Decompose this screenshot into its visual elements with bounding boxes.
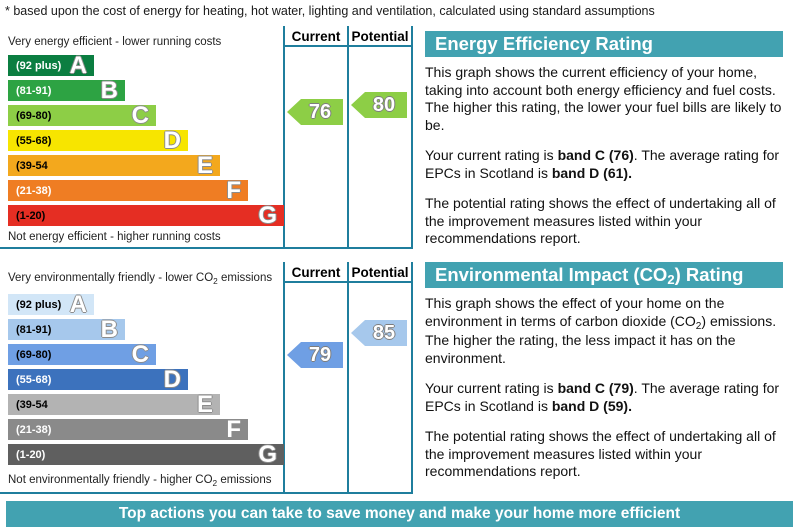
band-range-label: (81-91) — [16, 323, 52, 336]
band-range-label: (92 plus) — [16, 298, 62, 311]
co2-subscript: 2 — [213, 277, 218, 286]
band-d: (55-68) D — [8, 126, 188, 154]
band-g: (1-20) G — [8, 440, 284, 468]
energy-paragraph-1: This graph shows the current efficiency … — [425, 64, 782, 133]
band-range-label: (39-54 — [16, 398, 48, 411]
table-divider-line — [411, 262, 413, 494]
band-letter: C — [131, 340, 149, 368]
band-d: (55-68) D — [8, 365, 188, 393]
co2-subscript: 2 — [667, 272, 675, 287]
top-actions-banner: Top actions you can take to save money a… — [6, 501, 793, 527]
band-letter: A — [69, 290, 87, 318]
band-e: (39-54 E — [8, 390, 220, 418]
table-header-underline — [283, 45, 413, 47]
band-letter: C — [131, 101, 149, 129]
band-range-label: (1-20) — [16, 209, 46, 222]
chart-bottom-label: Not environmentally friendly - higher CO… — [8, 474, 272, 488]
band-range-label: (21-38) — [16, 184, 52, 197]
band-range-label: (39-54 — [16, 159, 48, 172]
current-column-header: Current — [291, 265, 341, 280]
band-range-label: (1-20) — [16, 448, 46, 461]
co2-paragraph-1: This graph shows the effect of your home… — [425, 295, 777, 366]
band-e: (39-54 E — [8, 151, 220, 179]
band-letter: G — [258, 440, 277, 468]
table-divider-line — [283, 262, 285, 494]
table-divider-line — [411, 26, 413, 249]
band-range-label: (69-80) — [16, 109, 52, 122]
current-band-text: band C (76) — [557, 147, 634, 163]
band-c: (69-80) C — [8, 340, 156, 368]
energy-panel-text: This graph shows the current efficiency … — [425, 64, 793, 261]
band-letter: E — [196, 151, 213, 179]
band-letter: D — [163, 126, 181, 154]
band-letter: D — [163, 365, 181, 393]
band-letter: G — [258, 201, 277, 229]
table-divider-line — [347, 26, 349, 249]
band-f: (21-38) F — [8, 176, 248, 204]
table-bottom-border — [0, 247, 413, 249]
energy-panel-title: Energy Efficiency Rating — [425, 31, 783, 57]
environmental-impact-chart: Current Potential Very environmentally f… — [0, 262, 413, 496]
chart-bottom-label: Not energy efficient - higher running co… — [8, 231, 221, 243]
average-band-text: band D (59). — [551, 397, 632, 414]
energy-paragraph-3: The potential rating shows the effect of… — [425, 195, 776, 246]
co2-panel-text: This graph shows the effect of your home… — [425, 295, 793, 494]
co2-paragraph-2: Your current rating is band C (79). The … — [425, 380, 780, 414]
table-bottom-border — [0, 492, 413, 494]
band-range-label: (69-80) — [16, 348, 52, 361]
band-letter: B — [100, 76, 118, 104]
band-b: (81-91) B — [8, 76, 125, 104]
band-letter: B — [100, 315, 118, 343]
chart-top-label: Very environmentally friendly - lower CO… — [8, 272, 273, 286]
band-letter: E — [196, 390, 213, 418]
band-letter: A — [69, 51, 87, 79]
co2-potential-rating-arrow: 85 — [351, 320, 407, 346]
energy-potential-rating-value: 80 — [372, 93, 396, 116]
band-range-label: (92 plus) — [16, 59, 62, 72]
energy-current-rating-arrow: 76 — [287, 99, 343, 125]
energy-paragraph-2: Your current rating is band C (76). The … — [425, 147, 780, 181]
co2-subscript: 2 — [212, 479, 218, 488]
co2-current-rating-arrow: 79 — [287, 342, 343, 368]
band-letter: F — [226, 415, 241, 443]
band-c: (69-80) C — [8, 101, 156, 129]
band-b: (81-91) B — [8, 315, 125, 343]
band-range-label: (81-91) — [16, 84, 52, 97]
co2-paragraph-3: The potential rating shows the effect of… — [425, 428, 776, 479]
standard-assumptions-note: * based upon the cost of energy for heat… — [5, 4, 655, 18]
energy-efficiency-chart: Current Potential Very energy efficient … — [0, 26, 413, 252]
band-g: (1-20) G — [8, 201, 284, 229]
table-divider-line — [283, 26, 285, 249]
band-a: (92 plus) A — [8, 51, 94, 79]
chart-top-label: Very energy efficient - lower running co… — [8, 36, 222, 48]
potential-column-header: Potential — [351, 29, 409, 44]
energy-current-rating-value: 76 — [308, 100, 332, 123]
current-column-header: Current — [291, 29, 341, 44]
table-header-underline — [283, 281, 413, 283]
co2-potential-rating-value: 85 — [372, 321, 396, 344]
co2-panel-title: Environmental Impact (CO2) Rating — [425, 262, 783, 288]
band-range-label: (55-68) — [16, 373, 52, 386]
band-range-label: (55-68) — [16, 134, 52, 147]
energy-potential-rating-arrow: 80 — [351, 92, 407, 118]
band-a: (92 plus) A — [8, 290, 94, 318]
energy-band-list: (92 plus) A (81-91) B (69-80) C (55-68) D (39-54… — [0, 51, 284, 230]
current-band-text: band C (79) — [557, 380, 634, 396]
co2-band-list: (92 plus) A (81-91) B (69-80) C (55-68) D (39-54… — [0, 290, 284, 469]
co2-current-rating-value: 79 — [308, 343, 332, 366]
potential-column-header: Potential — [351, 265, 409, 280]
co2-subscript: 2 — [695, 320, 702, 332]
table-divider-line — [347, 262, 349, 494]
average-band-text: band D (61). — [551, 164, 632, 181]
band-f: (21-38) F — [8, 415, 248, 443]
band-range-label: (21-38) — [16, 423, 52, 436]
band-letter: F — [226, 176, 241, 204]
